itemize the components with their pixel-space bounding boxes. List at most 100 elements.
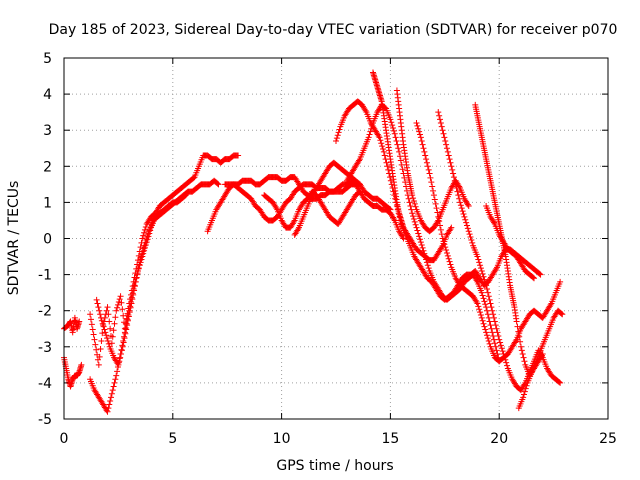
data-point	[482, 326, 489, 333]
data-point	[119, 306, 126, 313]
series-arc-7	[222, 181, 394, 224]
data-point	[476, 259, 483, 266]
data-point	[422, 152, 429, 159]
data-point	[494, 329, 501, 336]
data-point	[90, 331, 97, 338]
series-arc-9	[291, 159, 363, 238]
data-point	[96, 307, 103, 314]
data-point	[556, 379, 563, 386]
y-tick-label: -2	[38, 304, 52, 320]
data-point	[108, 390, 115, 397]
data-point	[451, 177, 458, 184]
data-point	[515, 328, 522, 335]
data-point	[336, 126, 343, 133]
x-axis-label: GPS time / hours	[276, 458, 393, 474]
data-point	[493, 325, 500, 332]
data-point	[114, 364, 121, 371]
data-point	[442, 244, 449, 251]
x-tick-label: 0	[60, 431, 69, 447]
data-point	[443, 145, 450, 152]
data-point	[488, 325, 495, 332]
series-arc-17	[515, 307, 566, 412]
data-point	[439, 235, 446, 242]
data-point	[104, 304, 111, 311]
data-point	[485, 338, 492, 345]
data-point	[456, 183, 463, 190]
data-point	[410, 195, 417, 202]
data-point	[487, 300, 494, 307]
data-point	[479, 292, 486, 299]
data-point	[486, 340, 493, 347]
data-point	[136, 262, 143, 269]
data-point	[439, 127, 446, 134]
data-point	[419, 244, 426, 251]
data-point	[469, 239, 476, 246]
data-point	[448, 224, 455, 231]
data-point	[465, 203, 472, 210]
series-arc-14	[413, 119, 564, 365]
data-point	[477, 265, 484, 272]
data-point	[97, 314, 104, 321]
data-point	[503, 359, 510, 366]
data-point	[432, 200, 439, 207]
data-point	[423, 156, 430, 163]
data-point	[484, 307, 491, 314]
data-point	[424, 163, 431, 170]
data-point	[435, 109, 442, 116]
data-point	[107, 325, 114, 332]
data-point	[115, 299, 122, 306]
data-point	[414, 227, 421, 234]
data-point	[385, 166, 392, 173]
data-point	[392, 134, 399, 141]
data-point	[476, 306, 483, 313]
data-point	[521, 391, 528, 398]
data-point	[147, 227, 154, 234]
data-point	[480, 273, 487, 280]
data-point	[112, 376, 119, 383]
data-point	[97, 345, 104, 352]
data-point	[416, 233, 423, 240]
data-point	[124, 316, 131, 323]
data-point	[107, 397, 114, 404]
data-point	[490, 311, 497, 318]
data-point	[356, 180, 363, 187]
data-point	[463, 219, 470, 226]
data-point	[111, 379, 118, 386]
data-point	[368, 125, 375, 132]
data-point	[450, 174, 457, 181]
data-point	[417, 134, 424, 141]
data-point	[399, 166, 406, 173]
series-arc-15	[435, 109, 564, 394]
data-point	[447, 159, 454, 166]
data-point	[491, 340, 498, 347]
data-point	[215, 181, 222, 188]
data-point	[366, 131, 373, 138]
data-point	[447, 226, 454, 233]
y-tick-label: -3	[38, 340, 52, 356]
data-point	[435, 213, 442, 220]
data-point	[497, 342, 504, 349]
data-point	[103, 307, 110, 314]
data-point	[76, 318, 83, 325]
data-point	[411, 218, 418, 225]
data-point	[479, 317, 486, 324]
data-point	[490, 314, 497, 321]
data-point	[437, 226, 444, 233]
data-point	[445, 152, 452, 159]
data-point	[381, 152, 388, 159]
data-point	[144, 236, 151, 243]
data-point	[456, 195, 463, 202]
data-point	[423, 159, 430, 166]
data-point	[557, 379, 564, 386]
data-point	[101, 326, 108, 333]
data-point	[475, 256, 482, 263]
data-point	[412, 203, 419, 210]
data-point	[367, 128, 374, 135]
y-tick-label: -5	[38, 412, 52, 428]
data-point	[143, 239, 150, 246]
data-point	[433, 205, 440, 212]
data-point	[415, 125, 422, 132]
data-point	[440, 130, 447, 137]
data-point	[494, 351, 501, 358]
data-point	[141, 229, 148, 236]
